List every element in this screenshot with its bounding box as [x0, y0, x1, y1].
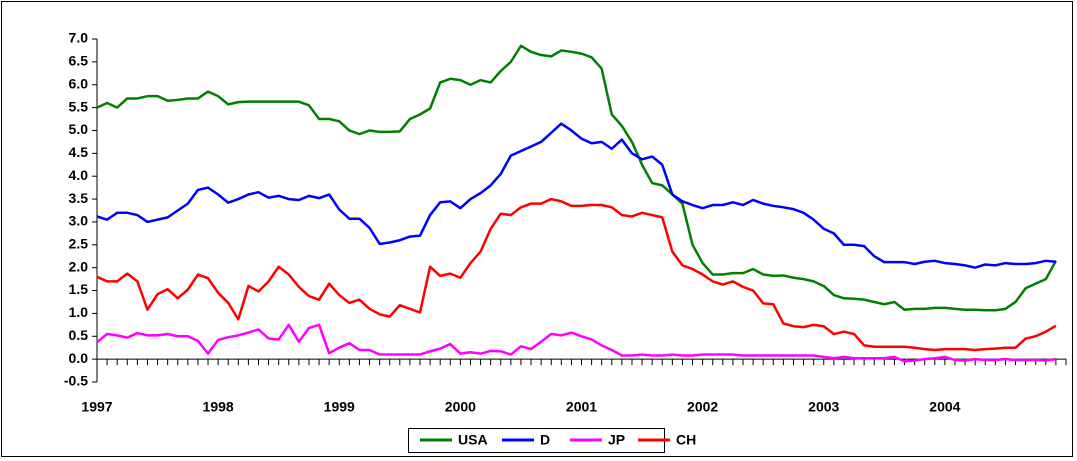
- x-tick-label: 2000: [445, 399, 476, 415]
- y-tick-label: 2.0: [69, 258, 89, 274]
- y-tick-label: 2.5: [69, 236, 89, 252]
- legend-label: USA: [458, 432, 488, 448]
- x-tick-label: 2003: [808, 399, 839, 415]
- y-tick-label: 6.5: [69, 53, 89, 69]
- series-line: [96, 122, 1057, 269]
- x-tick-label: 2002: [687, 399, 718, 415]
- y-tick-label: 3.0: [69, 213, 89, 229]
- y-tick-label: 0.0: [69, 350, 89, 366]
- y-tick-label: 1.5: [69, 281, 89, 297]
- x-tick-label: 1997: [81, 399, 112, 415]
- y-tick-label: 1.0: [69, 304, 89, 320]
- y-tick-label: -0.5: [64, 373, 88, 389]
- legend-label: D: [540, 432, 550, 448]
- y-tick-label: 6.0: [69, 75, 89, 91]
- y-tick-label: 5.5: [69, 98, 89, 114]
- x-tick-label: 2004: [929, 399, 960, 415]
- x-tick-label: 2001: [566, 399, 597, 415]
- legend-label: JP: [608, 432, 625, 448]
- legend-label: CH: [676, 432, 696, 448]
- y-tick-label: 7.0: [69, 30, 89, 46]
- series-line: [96, 197, 1057, 352]
- series-line: [96, 323, 1057, 363]
- y-tick-label: 4.5: [69, 144, 89, 160]
- y-tick-label: 0.5: [69, 327, 89, 343]
- x-tick-label: 1998: [203, 399, 234, 415]
- y-tick-label: 5.0: [69, 121, 89, 137]
- series-line: [96, 44, 1058, 312]
- y-tick-label: 4.0: [69, 167, 89, 183]
- y-tick-label: 3.5: [69, 190, 89, 206]
- x-tick-label: 1999: [324, 399, 355, 415]
